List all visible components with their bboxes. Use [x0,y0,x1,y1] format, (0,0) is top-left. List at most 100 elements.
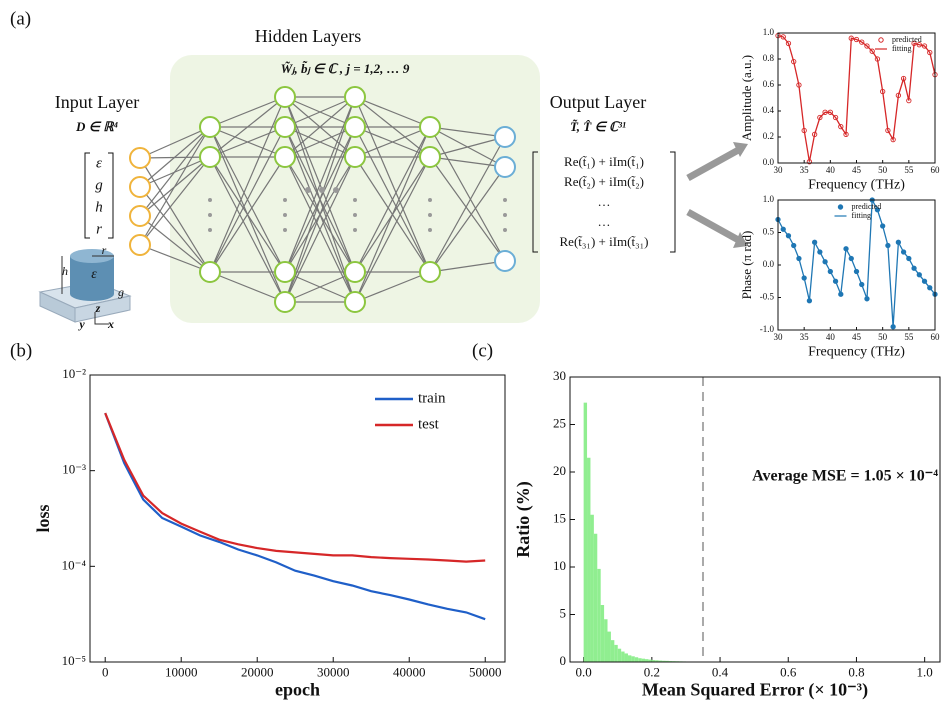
y-tick-label: 25 [553,415,566,430]
series-line [777,197,936,327]
structure-label: ε [91,267,97,282]
connection [284,96,356,273]
output-space: T̃, T̂ ∈ ℂ³¹ [570,119,626,134]
y-axis-label: loss [33,504,53,532]
connection [209,126,286,273]
connection [429,260,506,273]
y-tick-label: 20 [553,463,566,478]
structure-label: z [95,301,101,315]
neuron [494,250,516,272]
y-tick-label: 1.0 [763,194,775,204]
series-line [104,412,486,621]
histogram-bar [662,660,666,662]
y-tick-label: 30 [553,368,566,383]
histogram-bar [593,533,598,662]
legend-label: fitting [892,44,912,53]
ellipsis-dot [428,228,432,232]
y-tick-label: 1.0 [763,27,775,37]
histogram-bar [583,402,588,662]
histogram-bar [631,656,635,662]
neuron [344,261,366,283]
x-tick-label: 20000 [241,665,274,680]
x-tick-label: 0.2 [644,665,660,680]
series-line [104,412,486,563]
x-axis-label: Frequency (THz) [808,177,905,192]
x-tick-label: 0.8 [848,665,864,680]
histogram-bar [624,653,628,662]
ellipsis-dot [428,198,432,202]
x-tick-label: 0 [102,665,109,680]
chart: 30 35 40 45 50 55 60 -1.0 -0.5 0.0 0.5 1.0 Frequency… [739,194,940,359]
marker [864,43,870,49]
plot-frame [777,32,936,164]
output-entry: Re(t̃₃₁) + iIm(t̃₃₁) [560,234,649,249]
series-line [777,34,936,162]
hidden-params: W̃ⱼ, b̃ⱼ ∈ ℂ , j = 1,2, … 9 [281,61,410,76]
histogram-bar [621,651,625,662]
connection [284,156,356,303]
neuron [129,176,151,198]
x-tick-label: 55 [904,332,914,342]
x-tick-label: 50 [878,332,888,342]
connection [354,271,431,303]
output-title: Output Layer [550,92,646,112]
ellipsis-dot [208,213,212,217]
y-tick-label: 0 [560,653,567,668]
connection [354,126,431,303]
ellipsis-dot [283,228,287,232]
x-tick-label: 50000 [469,665,502,680]
neuron [199,261,221,283]
x-tick-label: 60 [931,332,941,342]
connection [139,244,211,273]
neuron [494,156,516,178]
ellipsis-dot [305,187,311,193]
connection [139,126,211,159]
ellipsis-dot [353,198,357,202]
x-tick-label: 30 [774,165,784,175]
y-tick-label: -1.0 [760,324,775,334]
marker [869,48,875,54]
marker [859,39,865,45]
histogram-bar [645,659,649,662]
marker [832,114,839,121]
connection [209,96,286,158]
y-tick-label: 0.8 [763,53,775,63]
legend-label: predicted [852,202,882,211]
y-axis-label: Amplitude (a.u.) [739,55,754,141]
histogram-bar [610,640,615,662]
network [129,86,516,313]
y-tick-label: 5 [560,605,567,620]
neuron [419,116,441,138]
plot-frame [777,199,936,331]
legend-swatch [837,204,844,210]
connection [429,156,506,168]
neuron [274,116,296,138]
x-tick-label: 60 [931,165,941,175]
structure-label: y [77,317,85,331]
connection [139,156,211,246]
output-entry: Re(t̃₂) + iIm(t̃₂) [564,174,644,189]
bracket [532,151,676,253]
connection [354,126,431,158]
histogram-bar [590,514,594,662]
neuron [199,146,221,168]
histogram-bar [597,568,601,662]
histogram-bar [658,660,663,662]
y-axis-label: Phase (π rad) [739,231,754,300]
connection [284,96,356,128]
histogram-bar [614,644,618,662]
y-tick-label: 15 [553,510,566,525]
x-tick-label: 45 [852,332,862,342]
x-tick-label: 35 [800,165,810,175]
connection [209,96,286,273]
input-space: D ∈ ℝ⁴ [75,119,119,134]
x-tick-label: 30000 [317,665,350,680]
histogram-bar [641,658,646,662]
histogram-bar [665,660,669,662]
neuron [344,146,366,168]
ellipsis-dot [503,213,507,217]
neuron [129,205,151,227]
x-axis-label: Mean Squared Error (× 10⁻³) [642,680,868,701]
histogram-bar [634,657,639,662]
